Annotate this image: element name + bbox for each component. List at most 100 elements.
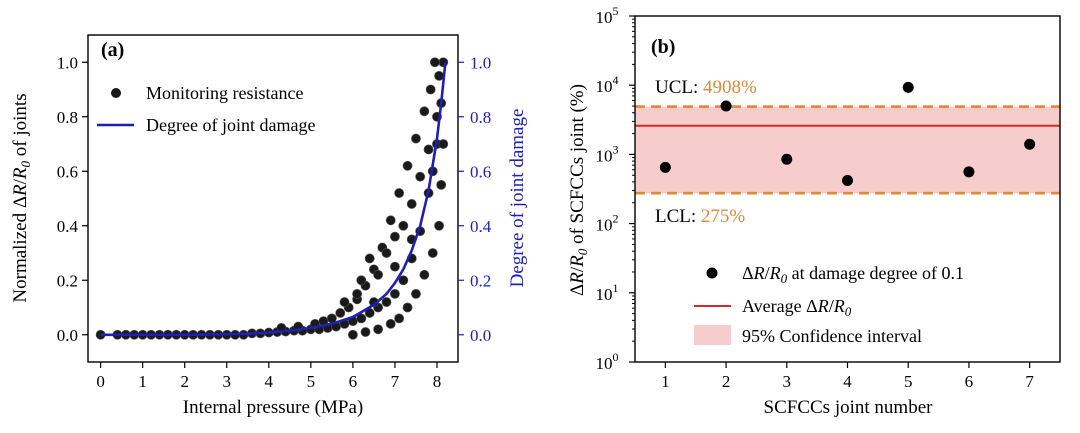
x-tick-label-b: 4 (843, 372, 852, 391)
resistance-point (398, 275, 409, 286)
legend-label-average: Average ΔR/R0 (742, 296, 852, 319)
x-tick-label-a: 7 (391, 372, 400, 391)
legend-label-points: ΔR/R0 at damage degree of 0.1 (742, 263, 964, 286)
x-axis-label-a: Internal pressure (MPa) (183, 397, 363, 418)
resistance-point (339, 297, 350, 307)
resistance-point (390, 261, 400, 272)
x-tick-label-a: 6 (349, 372, 358, 391)
resistance-point (394, 188, 405, 198)
y-axis-label-left-a: Normalized ΔR/R0 of joints (10, 93, 33, 302)
damage-curve (100, 62, 447, 337)
x-tick-label-b: 3 (783, 372, 792, 391)
y-axis-label-b: ΔR/R0 of SCFCCs joint (%) (567, 84, 590, 296)
resistance-point (364, 253, 375, 264)
resistance-point (411, 133, 421, 144)
resistance-point (423, 144, 434, 155)
x-tick-label-a: 5 (307, 372, 316, 391)
y-tick-label-b: 102 (596, 212, 619, 235)
x-tick-label-b: 1 (661, 372, 670, 391)
resistance-point (436, 179, 447, 190)
resistance-point (402, 302, 413, 313)
legend-marker-scatter (111, 88, 121, 98)
y-tick-label-b: 104 (596, 73, 619, 96)
panel-a: 0 1 2 3 4 5 6 7 8 0.0 0.2 0.4 0.6 0.8 1.0 0.0 0.2 0.4 0.… (10, 34, 528, 418)
y-tick-label-right-a: 0.4 (470, 217, 492, 236)
resistance-point (381, 297, 392, 307)
panel-label-b: (b) (651, 36, 675, 58)
legend-a: Monitoring resistance Degree of joint da… (97, 83, 315, 135)
joint-point (902, 81, 914, 93)
resistance-point (373, 269, 384, 280)
y-tick-label-right-a: 0.2 (470, 271, 491, 290)
resistance-point (419, 269, 430, 280)
y-tick-label-left-a: 0.2 (57, 271, 78, 290)
x-tick-label-b: 2 (722, 372, 731, 391)
resistance-point (434, 220, 444, 231)
legend-marker-band (694, 325, 731, 345)
ucl-value: 4908% (703, 77, 757, 98)
y-tick-label-right-a: 0.6 (470, 162, 491, 181)
y-tick-label-right-a: 1.0 (470, 53, 491, 72)
resistance-point (390, 288, 400, 299)
y-tick-label-left-a: 0.4 (57, 217, 79, 236)
resistance-point (356, 313, 367, 324)
resistance-point (438, 139, 449, 149)
scatter-points-b (659, 81, 1036, 186)
y-tick-label-left-a: 0.6 (57, 162, 78, 181)
resistance-point (385, 215, 396, 226)
ucl-annotation: UCL: 4908% (655, 77, 757, 98)
y-tick-label-b: 100 (596, 350, 619, 373)
joint-point (842, 174, 853, 186)
resistance-point (411, 288, 421, 299)
ucl-prefix: UCL: (655, 77, 703, 98)
lcl-prefix: LCL: (655, 206, 701, 227)
legend-b: ΔR/R0 at damage degree of 0.1 Average ΔR… (694, 263, 964, 346)
legend-label-damage: Degree of joint damage (146, 115, 315, 135)
joint-point (781, 153, 793, 165)
resistance-point (335, 308, 346, 318)
x-tick-label-a: 4 (265, 372, 274, 391)
y-axis-label-right-a: Degree of joint damage (507, 109, 528, 288)
y-tick-label-left-a: 0.0 (57, 326, 78, 345)
y-tick-label-left-a: 0.8 (57, 108, 78, 127)
joint-point (963, 166, 975, 178)
resistance-point (402, 160, 413, 171)
resistance-point (425, 84, 436, 95)
x-tick-label-a: 8 (433, 372, 442, 391)
x-tick-label-a: 2 (180, 372, 189, 391)
resistance-point (438, 57, 449, 68)
x-axis-label-b: SCFCCs joint number (764, 397, 934, 418)
y-tick-label-left-a: 1.0 (57, 53, 78, 72)
panel-b: 1 2 3 4 5 6 7 100 101 102 103 104 105 (b) UCL: 4908… (567, 4, 1061, 418)
resistance-point (398, 220, 409, 231)
resistance-point (352, 288, 362, 299)
resistance-point (385, 318, 396, 329)
joint-point (720, 100, 732, 112)
resistance-point (406, 199, 417, 209)
resistance-point (373, 324, 384, 335)
x-tick-label-a: 0 (96, 372, 105, 391)
x-tick-label-a: 1 (138, 372, 147, 391)
joint-point (1024, 138, 1036, 150)
resistance-point (347, 329, 358, 340)
resistance-point (419, 106, 430, 117)
lcl-value: 275% (701, 206, 746, 227)
y-tick-label-b: 105 (596, 4, 619, 27)
legend-label-band: 95% Confidence interval (742, 326, 922, 346)
y-tick-label-right-a: 0.0 (470, 326, 491, 345)
panel-label-a: (a) (101, 39, 124, 61)
y-tick-label-b: 101 (596, 281, 619, 304)
x-tick-label-b: 6 (965, 372, 974, 391)
joint-point (659, 161, 671, 173)
y-tick-label-b: 103 (596, 142, 619, 165)
x-tick-label-a: 3 (223, 372, 232, 391)
resistance-point (390, 231, 400, 242)
resistance-point (434, 70, 444, 81)
legend-label-monitoring: Monitoring resistance (146, 83, 303, 103)
resistance-point (394, 313, 405, 324)
resistance-point (360, 327, 371, 337)
resistance-point (427, 248, 438, 258)
y-tick-label-right-a: 0.8 (470, 108, 491, 127)
x-tick-label-b: 5 (904, 372, 913, 391)
